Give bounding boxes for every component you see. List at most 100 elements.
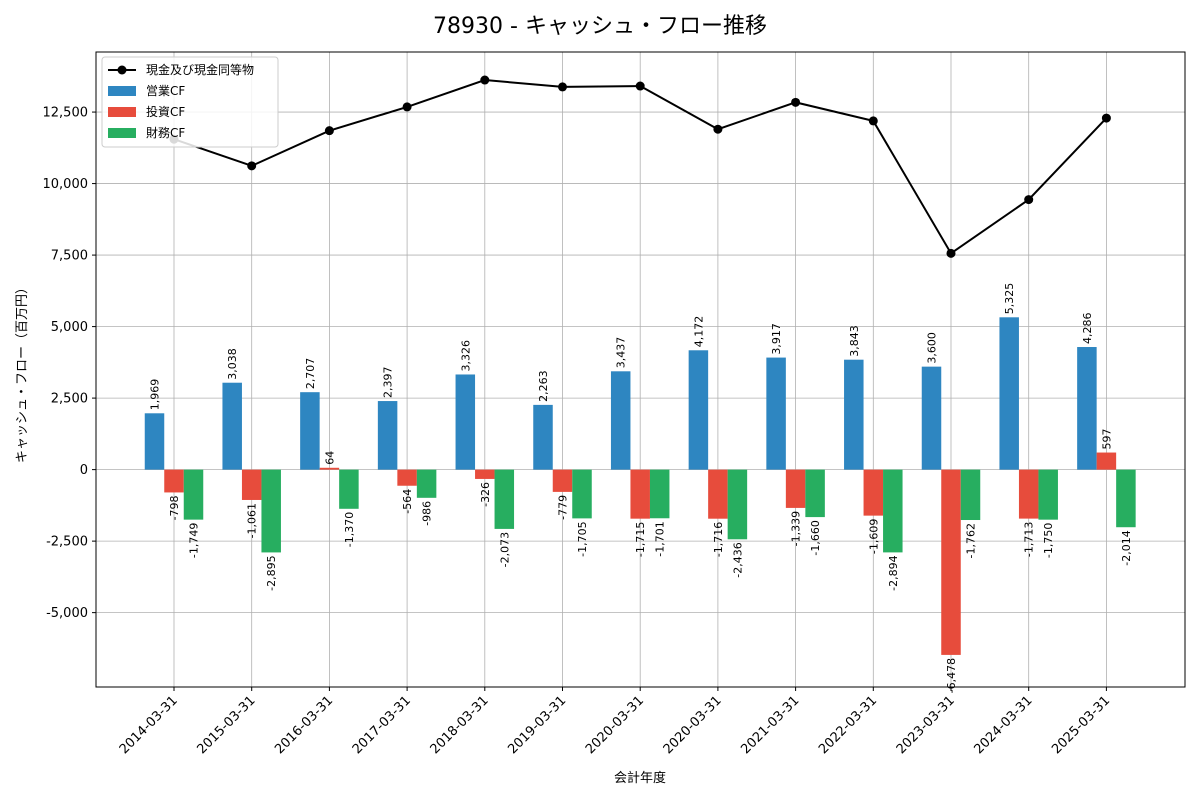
bar-財務CF	[339, 469, 359, 509]
bar-投資CF	[164, 469, 184, 493]
bar-value-label: 2,397	[382, 367, 395, 399]
legend-marker	[117, 65, 127, 75]
bar-value-label: -798	[168, 495, 181, 520]
x-tick-label: 2017-03-31	[350, 693, 414, 757]
x-tick-label: 2023-03-31	[894, 693, 958, 757]
bar-財務CF	[805, 469, 825, 518]
bar-投資CF	[785, 469, 806, 508]
bar-財務CF	[1038, 469, 1058, 520]
bar-value-label: 3,326	[459, 340, 472, 372]
bar-財務CF	[883, 469, 903, 553]
y-axis-label: キャッシュ・フロー（百万円）	[15, 281, 30, 463]
y-tick-label: 5,000	[51, 320, 88, 335]
y-tick-label: -5,000	[46, 606, 88, 621]
cash-line-point	[402, 102, 412, 112]
grid-lines	[96, 52, 1185, 687]
bar-投資CF	[708, 469, 728, 519]
bar-value-label: -1,370	[343, 512, 356, 547]
bar-value-label: 3,843	[848, 325, 861, 357]
bar-value-label: -779	[557, 495, 570, 520]
bar-財務CF	[261, 469, 281, 553]
bar-value-label: 3,917	[770, 323, 783, 355]
bar-投資CF	[241, 469, 262, 500]
bar-value-label: -2,014	[1120, 530, 1133, 565]
bar-value-label: -1,061	[246, 503, 259, 538]
x-tick-label: 2024-03-31	[971, 693, 1035, 757]
y-tick-label: -2,500	[46, 535, 88, 550]
bar-投資CF	[630, 469, 650, 519]
bar-value-label: -1,705	[576, 521, 589, 556]
cash-line	[169, 75, 1111, 258]
bar-value-label: -1,749	[188, 523, 201, 558]
x-tick-label: 2016-03-31	[272, 693, 336, 757]
bar-財務CF	[649, 469, 670, 519]
bar-value-label: -1,716	[712, 522, 725, 557]
y-tick-label: 12,500	[43, 106, 89, 121]
x-tick-label: 2022-03-31	[816, 693, 880, 757]
bar-value-label: -1,715	[634, 522, 647, 557]
y-tick-label: 10,000	[43, 177, 89, 192]
bar-value-label: -986	[421, 501, 434, 526]
bar-value-label: 597	[1100, 429, 1113, 450]
bar-value-label: 3,038	[226, 348, 239, 380]
bar-value-label: -1,660	[809, 520, 822, 555]
cash-line-point	[946, 248, 956, 258]
bar-財務CF	[416, 469, 437, 498]
x-tick-label: 2025-03-31	[1049, 693, 1113, 757]
bar-value-label: 4,286	[1081, 313, 1094, 345]
bar-投資CF	[552, 469, 573, 492]
bar-value-label: -2,894	[887, 555, 900, 590]
bar-営業CF	[300, 392, 320, 470]
cash-line-point	[324, 126, 334, 136]
cash-line-point	[635, 81, 645, 91]
bar-営業CF	[533, 404, 553, 470]
legend-swatch	[108, 107, 136, 117]
x-tick-label: 2020-03-31	[583, 693, 647, 757]
bar-営業CF	[222, 382, 242, 470]
bar-投資CF	[397, 469, 417, 486]
bar-value-label: -6,478	[945, 658, 958, 693]
bar-投資CF	[1018, 469, 1039, 519]
y-tick-label: 0	[80, 463, 88, 478]
bar-value-label: -1,762	[965, 523, 978, 558]
bar-財務CF	[494, 469, 515, 529]
cash-line-point	[1024, 195, 1034, 205]
x-tick-label: 2018-03-31	[428, 693, 492, 757]
bar-value-label: -564	[401, 489, 414, 514]
legend-label: 営業CF	[146, 84, 185, 98]
bar-value-label: -326	[479, 482, 492, 507]
bar-営業CF	[921, 366, 942, 470]
bar-営業CF	[455, 374, 476, 470]
data-labels: 1,969 3,038 2,707 2,397 3,326 2,263 3,437 4,172…	[149, 283, 1133, 694]
bar-value-label: 3,600	[926, 332, 939, 364]
bar-value-label: -1,339	[790, 511, 803, 546]
bar-営業CF	[144, 413, 165, 470]
bar-財務CF	[960, 469, 981, 521]
bar-value-label: -1,701	[654, 521, 667, 556]
legend-label: 財務CF	[146, 125, 185, 140]
bar-投資CF	[1096, 452, 1117, 470]
bars	[144, 317, 1136, 655]
bar-財務CF	[1116, 469, 1136, 528]
x-axis-ticks: 2014-03-31 2015-03-31 2016-03-31 2017-03-31…	[117, 687, 1113, 757]
bar-財務CF	[727, 469, 748, 540]
bar-財務CF	[572, 469, 592, 519]
bar-value-label: -1,713	[1023, 522, 1036, 557]
bar-営業CF	[766, 357, 786, 470]
bar-value-label: 2,263	[537, 370, 550, 402]
bar-value-label: -2,895	[265, 555, 278, 590]
x-tick-label: 2020-03-31	[661, 693, 725, 757]
x-tick-label: 2021-03-31	[738, 693, 802, 757]
bar-投資CF	[475, 469, 495, 479]
bar-投資CF	[863, 469, 884, 516]
x-tick-label: 2014-03-31	[117, 693, 181, 757]
bar-value-label: 3,437	[615, 337, 628, 369]
bar-営業CF	[1077, 347, 1097, 470]
bar-value-label: -1,609	[867, 519, 880, 554]
y-axis-ticks: -5,000 -2,500 0 2,500 5,000 7,500 10,000 12,500	[43, 106, 96, 621]
legend-swatch	[108, 128, 136, 138]
legend-box	[101, 56, 279, 148]
bar-営業CF	[688, 350, 709, 470]
